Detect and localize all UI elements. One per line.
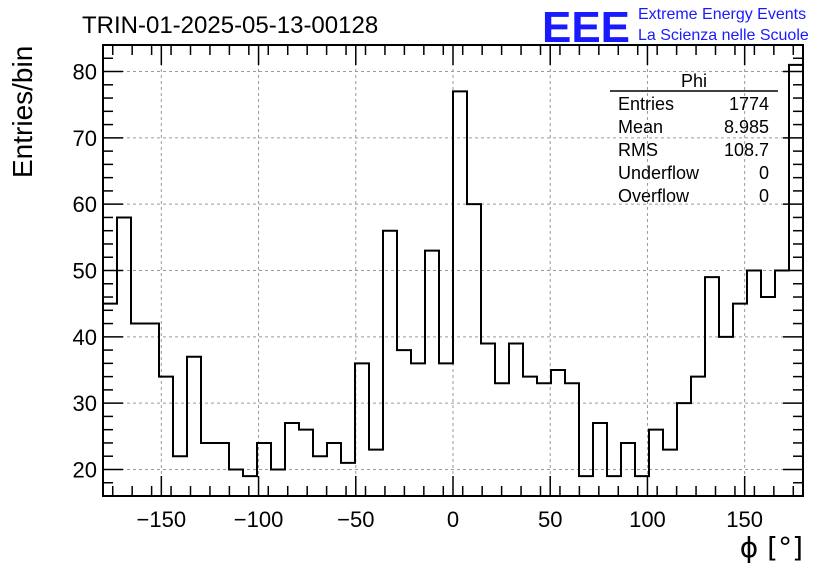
y-tick-label: 20 (73, 457, 97, 482)
y-axis-title: Entries/bin (7, 46, 38, 178)
stats-title: Phi (681, 71, 707, 91)
y-tick-label: 30 (73, 391, 97, 416)
brand-line-1: Extreme Energy Events (638, 6, 806, 23)
stats-row-label: RMS (618, 140, 658, 160)
plot-title: TRIN-01-2025-05-13-00128 (82, 12, 378, 39)
stats-row-value: 1774 (729, 94, 769, 114)
stats-row-label: Mean (618, 117, 663, 137)
x-tick-label: 50 (538, 507, 562, 532)
y-tick-label: 50 (73, 259, 97, 284)
stats-row-value: 8.985 (724, 117, 769, 137)
stats-row-value: 108.7 (724, 140, 769, 160)
stats-row-value: 0 (759, 163, 769, 183)
stats-box: Phi Entries 1774 Mean 8.985 RMS 108.7 Underflo… (610, 71, 778, 206)
y-tick-label: 70 (73, 126, 97, 151)
x-tick-label: 100 (629, 507, 666, 532)
eee-logo: EEE (542, 3, 630, 52)
x-tick-label: −50 (337, 507, 374, 532)
stats-row-value: 0 (759, 186, 769, 206)
brand-line-2: La Scienza nelle Scuole (638, 27, 809, 44)
histogram-line (102, 63, 804, 496)
y-tick-label: 80 (73, 60, 97, 85)
x-tick-label: −150 (137, 507, 187, 532)
x-tick-label: 150 (726, 507, 763, 532)
x-axis-title: ϕ [°] (740, 531, 803, 564)
y-tick-label: 60 (73, 192, 97, 217)
stats-rows: Entries 1774 Mean 8.985 RMS 108.7 Underflow 0 Ov… (618, 94, 769, 206)
x-tick-label: 0 (447, 507, 459, 532)
axis-tick-labels: −150 −100 −50 0 50 100 150 20 30 40 50 60 70 80 (73, 60, 764, 532)
axis-ticks (103, 44, 803, 496)
x-tick-label: −100 (234, 507, 284, 532)
stats-row-label: Overflow (618, 186, 690, 206)
y-tick-label: 40 (73, 325, 97, 350)
stats-row-label: Underflow (618, 163, 700, 183)
stats-row-label: Entries (618, 94, 674, 114)
